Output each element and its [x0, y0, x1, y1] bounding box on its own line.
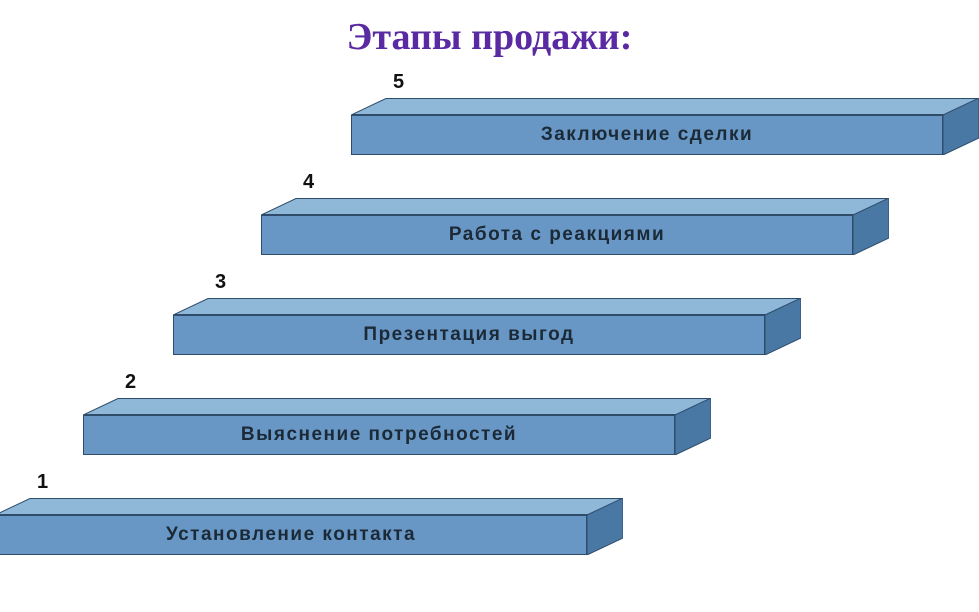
step-2: 2Выяснение потребностей — [83, 398, 711, 455]
bar-top-face — [83, 398, 711, 415]
step-bar-5: Заключение сделки — [351, 98, 979, 155]
step-label-4: Работа с реакциями — [449, 224, 665, 246]
bar-top-face — [351, 98, 979, 115]
bar-front-face: Заключение сделки — [351, 115, 943, 155]
step-bar-4: Работа с реакциями — [261, 198, 889, 255]
step-label-2: Выяснение потребностей — [241, 424, 517, 446]
step-4: 4Работа с реакциями — [261, 198, 889, 255]
step-number-3: 3 — [215, 271, 226, 294]
step-number-2: 2 — [125, 371, 136, 394]
step-number-5: 5 — [393, 71, 404, 94]
step-1: 1Установление контакта — [0, 498, 623, 555]
bar-top-face — [173, 298, 801, 315]
step-label-5: Заключение сделки — [541, 124, 753, 146]
bar-top-face — [0, 498, 623, 515]
step-label-1: Установление контакта — [166, 524, 416, 546]
step-label-3: Презентация выгод — [363, 324, 574, 346]
step-3: 3Презентация выгод — [173, 298, 801, 355]
bar-front-face: Выяснение потребностей — [83, 415, 675, 455]
bar-front-face: Презентация выгод — [173, 315, 765, 355]
step-bar-2: Выяснение потребностей — [83, 398, 711, 455]
bar-front-face: Работа с реакциями — [261, 215, 853, 255]
bar-front-face: Установление контакта — [0, 515, 587, 555]
step-bar-3: Презентация выгод — [173, 298, 801, 355]
step-number-1: 1 — [37, 471, 48, 494]
bar-top-face — [261, 198, 889, 215]
steps-diagram: 1Установление контакта2Выяснение потребн… — [0, 72, 979, 612]
step-bar-1: Установление контакта — [0, 498, 623, 555]
step-number-4: 4 — [303, 171, 314, 194]
step-5: 5Заключение сделки — [351, 98, 979, 155]
page-title: Этапы продажи: — [0, 15, 979, 59]
